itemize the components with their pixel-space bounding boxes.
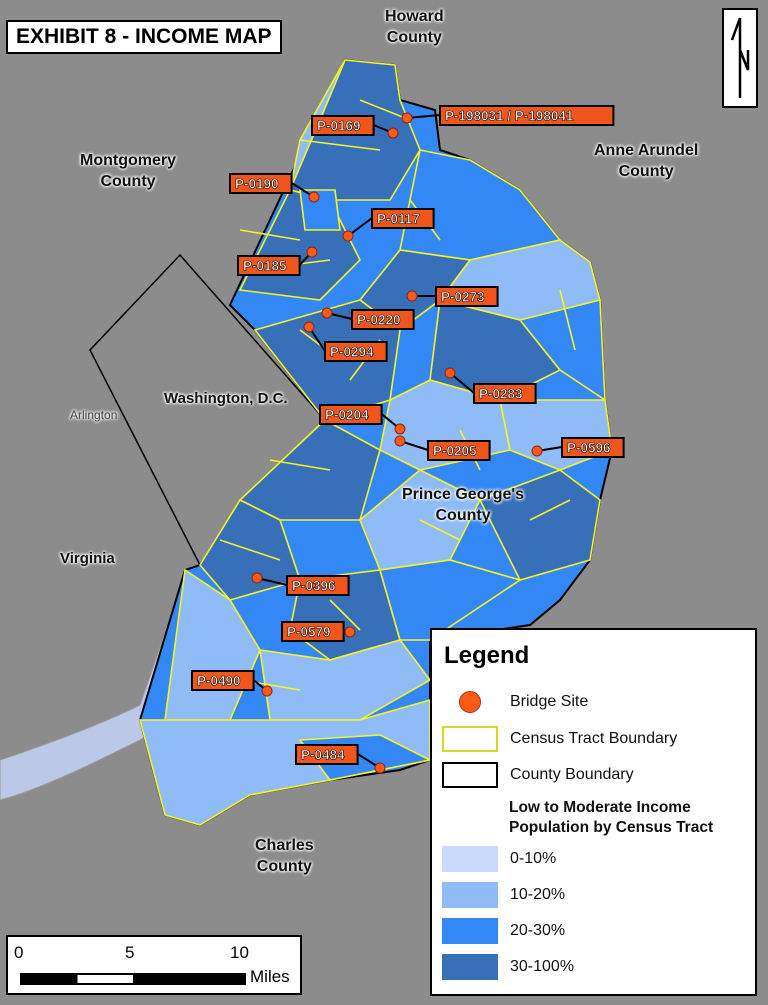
bridge-site-marker[interactable] xyxy=(321,307,333,319)
site-label-box xyxy=(237,255,301,276)
site-label-box xyxy=(281,621,345,642)
label-montgomery-county: Montgomery County xyxy=(80,152,176,190)
site-label[interactable]: P-0294 xyxy=(330,344,375,360)
site-label[interactable]: P-0396 xyxy=(292,578,337,594)
class-swatch xyxy=(442,954,498,980)
legend-income-title-line: Population by Census Tract xyxy=(509,819,714,836)
site-label[interactable]: P-0117 xyxy=(377,211,420,227)
scale-graphic xyxy=(20,973,246,985)
label-howard-county: Howard County xyxy=(385,8,444,46)
bridge-site-marker[interactable] xyxy=(394,435,406,447)
site-label[interactable]: P-0273 xyxy=(441,289,486,305)
legend-label: 10-20% xyxy=(510,886,566,903)
bridge-site-marker[interactable] xyxy=(308,191,320,203)
site-label-box xyxy=(311,115,375,136)
legend-label: Bridge Site xyxy=(510,693,589,710)
site-label[interactable]: P-0579 xyxy=(287,624,331,640)
label-prince-georges-county: Prince George's County xyxy=(402,486,525,524)
scale-tick: 10 xyxy=(230,943,249,962)
site-label-box xyxy=(439,105,615,126)
bridge-site-marker[interactable] xyxy=(531,445,543,457)
scale-tick: 5 xyxy=(125,943,135,962)
site-label-box xyxy=(319,404,383,425)
site-label[interactable]: P-0596 xyxy=(567,440,612,456)
site-label-box xyxy=(371,208,435,229)
legend-label: Census Tract Boundary xyxy=(510,730,678,747)
label-arlington: Arlington xyxy=(70,408,118,422)
site-label-box xyxy=(229,173,293,194)
site-label[interactable]: P-0484 xyxy=(301,747,346,763)
legend-title: Legend xyxy=(444,642,530,669)
legend-class: 20-30% xyxy=(442,917,565,945)
census-tracts xyxy=(138,59,613,826)
legend-class: 10-20% xyxy=(442,881,565,909)
bridge-site-marker[interactable] xyxy=(306,246,318,258)
site-label[interactable]: P-0220 xyxy=(357,312,401,328)
site-label-box xyxy=(561,437,625,458)
site-label-box xyxy=(295,744,359,765)
bridge-site-marker[interactable] xyxy=(406,290,418,302)
bridge-site-marker[interactable] xyxy=(387,127,399,139)
bridge-site-marker[interactable] xyxy=(444,367,456,379)
label-anne-arundel-county: Anne Arundel County xyxy=(594,142,699,180)
census-tract-swatch xyxy=(442,726,498,752)
site-label[interactable]: P-0169 xyxy=(317,118,361,134)
class-swatch xyxy=(442,882,498,908)
class-swatch xyxy=(442,918,498,944)
bridge-sites: P-198031 / P-198041 P-0169 P-0190 P-0117 P-0… xyxy=(191,105,625,774)
bridge-site-swatch xyxy=(442,689,498,715)
bridge-site-marker[interactable] xyxy=(342,230,354,242)
legend-label: County Boundary xyxy=(510,766,634,783)
north-arrow xyxy=(722,8,758,108)
bridge-site-marker[interactable] xyxy=(261,685,273,697)
site-label-box xyxy=(473,383,537,404)
scale-tick: 0 xyxy=(14,943,24,962)
north-arrow-icon xyxy=(730,17,750,98)
bridge-site-marker[interactable] xyxy=(394,423,406,435)
site-label[interactable]: P-0283 xyxy=(479,386,524,402)
label-washington-dc: Washington, D.C. xyxy=(164,390,288,407)
county-boundary-swatch xyxy=(442,762,498,788)
legend-label: 20-30% xyxy=(510,922,566,939)
site-label-box xyxy=(351,309,415,330)
legend: Legend Bridge Site Census Tract Boundary… xyxy=(430,628,757,996)
site-label-box xyxy=(286,575,350,596)
legend-income-title: Low to Moderate Income Population by Cen… xyxy=(509,798,713,838)
site-label-box xyxy=(191,670,255,691)
site-label-box xyxy=(427,440,491,461)
legend-county-boundary: County Boundary xyxy=(442,761,634,789)
site-label-box xyxy=(435,286,499,307)
legend-bridge-site: Bridge Site xyxy=(442,688,588,716)
legend-census-tract: Census Tract Boundary xyxy=(442,725,677,753)
scale-bar: 0 5 10 Miles xyxy=(6,935,302,995)
site-label[interactable]: P-0204 xyxy=(325,407,370,423)
site-label-box xyxy=(324,341,388,362)
legend-label: 0-10% xyxy=(510,850,557,867)
legend-class: 30-100% xyxy=(442,953,574,981)
map-title: EXHIBIT 8 - INCOME MAP xyxy=(6,20,282,54)
site-label[interactable]: P-0185 xyxy=(243,258,288,274)
legend-income-title-line: Low to Moderate Income xyxy=(509,799,691,816)
bridge-site-marker[interactable] xyxy=(344,626,356,638)
label-virginia: Virginia xyxy=(60,550,115,567)
site-label[interactable]: P-198031 / P-198041 xyxy=(445,108,574,124)
site-label[interactable]: P-0490 xyxy=(197,673,241,689)
bridge-site-marker[interactable] xyxy=(303,321,315,333)
bridge-site-marker[interactable] xyxy=(251,572,263,584)
legend-label: 30-100% xyxy=(510,958,575,975)
bridge-site-marker[interactable] xyxy=(401,112,413,124)
class-swatch xyxy=(442,846,498,872)
site-label[interactable]: P-0205 xyxy=(433,443,478,459)
bridge-site-marker[interactable] xyxy=(374,762,386,774)
leader-line xyxy=(406,114,441,119)
scale-unit: Miles xyxy=(250,967,290,986)
label-charles-county: Charles County xyxy=(255,837,314,875)
site-label[interactable]: P-0190 xyxy=(235,176,279,192)
legend-class: 0-10% xyxy=(442,845,556,873)
